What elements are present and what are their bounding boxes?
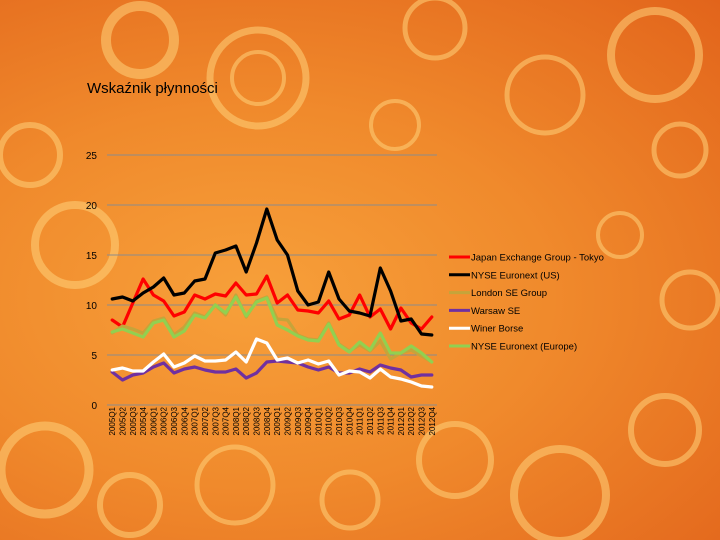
y-tick-label: 10 [86, 301, 98, 312]
decor-circle [504, 54, 586, 136]
x-tick-label: 2006Q1 [149, 406, 158, 435]
x-tick-label: 2006Q3 [170, 406, 179, 435]
x-tick-label: 2011Q2 [366, 406, 375, 434]
x-tick-label: 2009Q3 [294, 406, 303, 435]
decor-circle [0, 122, 63, 188]
x-axis-tick-labels: 2005Q1 2005Q2 2005Q3 2005Q4 2006Q1 2006Q2 2006… [108, 406, 437, 435]
x-tick-label: 2005Q4 [139, 406, 148, 435]
y-tick-label: 20 [86, 201, 98, 212]
x-tick-label: 2010Q3 [335, 406, 344, 435]
decor-circle [596, 211, 644, 259]
series-line-4 [110, 337, 434, 389]
series-line-5 [110, 295, 434, 364]
y-tick-label: 5 [91, 351, 97, 362]
legend-label: Winer Borse [471, 324, 523, 335]
x-tick-label: 2010Q2 [325, 406, 334, 435]
x-tick-label: 2008Q4 [263, 406, 272, 435]
series-line-1 [110, 207, 434, 337]
x-tick-label: 2005Q2 [118, 406, 127, 435]
x-tick-label: 2005Q3 [129, 406, 138, 435]
decor-circle [607, 7, 703, 103]
y-axis-tick-labels: 0 5 10 15 20 25 [86, 151, 98, 412]
decor-circle [194, 444, 276, 526]
decor-circle [319, 469, 381, 531]
decor-circle [659, 269, 720, 331]
x-tick-label: 2005Q1 [108, 406, 117, 435]
x-tick-label: 2007Q4 [222, 406, 231, 435]
slide-title: Wskaźnik płynności [87, 80, 218, 97]
series-line-0 [110, 274, 434, 331]
decor-circle [101, 1, 179, 79]
series-line-3 [110, 359, 434, 382]
x-tick-label: 2009Q2 [283, 406, 292, 435]
x-tick-label: 2011Q1 [356, 406, 365, 434]
x-tick-label: 2008Q3 [253, 406, 262, 435]
decor-circle [97, 472, 163, 538]
x-tick-label: 2007Q3 [211, 406, 220, 435]
x-tick-label: 2007Q1 [191, 406, 200, 435]
legend-label: London SE Group [471, 288, 547, 299]
x-tick-label: 2006Q2 [160, 406, 169, 435]
x-tick-label: 2012Q4 [428, 406, 437, 435]
x-tick-label: 2012Q1 [397, 406, 406, 435]
x-tick-label: 2009Q1 [273, 406, 282, 435]
x-tick-label: 2011Q3 [376, 406, 385, 434]
y-tick-label: 25 [86, 151, 98, 162]
x-tick-label: 2010Q1 [314, 406, 323, 435]
decor-circle [0, 421, 94, 519]
decor-circle [510, 445, 610, 540]
decor-circle [206, 26, 310, 130]
decor-circle [402, 0, 468, 61]
decor-circle [369, 99, 421, 151]
legend-label: Warsaw SE [471, 306, 520, 317]
decor-circle [416, 421, 494, 499]
legend-label: NYSE Euronext (US) [471, 270, 560, 281]
y-tick-label: 0 [91, 401, 97, 412]
y-tick-label: 15 [86, 251, 98, 262]
decor-circle [230, 50, 286, 106]
decor-circle [651, 121, 709, 179]
decor-circle [628, 393, 702, 467]
x-tick-label: 2011Q4 [387, 406, 396, 434]
x-tick-label: 2008Q1 [232, 406, 241, 435]
x-tick-label: 2007Q2 [201, 406, 210, 435]
x-tick-label: 2012Q3 [418, 406, 427, 435]
x-tick-label: 2006Q4 [180, 406, 189, 435]
decor-circle [31, 201, 119, 289]
x-tick-label: 2012Q2 [407, 406, 416, 435]
legend: Japan Exchange Group - Tokyo NYSE Euronex… [449, 253, 604, 353]
legend-label: NYSE Euronext (Europe) [471, 342, 577, 353]
legend-label: Japan Exchange Group - Tokyo [471, 253, 604, 264]
x-tick-label: 2008Q2 [242, 406, 251, 435]
x-tick-label: 2010Q4 [345, 406, 354, 435]
series-lines [110, 207, 434, 389]
x-tick-label: 2009Q4 [304, 406, 313, 435]
